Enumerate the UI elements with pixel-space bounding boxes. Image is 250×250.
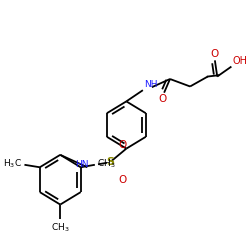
Text: S: S <box>106 157 114 167</box>
Text: O: O <box>118 140 126 150</box>
Text: O: O <box>159 94 167 104</box>
Text: H$_3$C: H$_3$C <box>3 157 22 170</box>
Text: CH$_3$: CH$_3$ <box>51 222 70 234</box>
Text: OH: OH <box>232 56 247 66</box>
Text: HN: HN <box>75 160 88 169</box>
Text: O: O <box>118 175 126 185</box>
Text: CH$_3$: CH$_3$ <box>97 157 115 170</box>
Text: NH: NH <box>144 80 158 90</box>
Text: O: O <box>211 49 219 59</box>
